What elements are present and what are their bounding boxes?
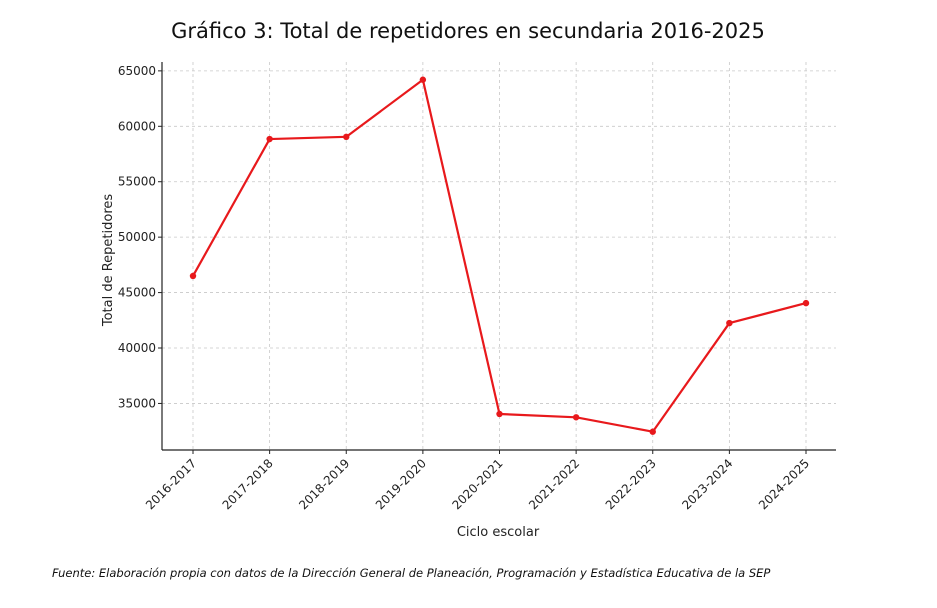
y-tick-label: 60000 <box>118 119 156 133</box>
data-point <box>802 299 810 307</box>
x-tick-label: 2020-2021 <box>449 456 505 512</box>
x-tick-label: 2018-2019 <box>296 456 352 512</box>
data-point <box>649 428 656 435</box>
x-tick-label: 2023-2024 <box>679 456 735 512</box>
data-point <box>189 272 197 280</box>
y-tick-label: 45000 <box>118 286 156 300</box>
y-axis-label: Total de Repetidores <box>101 194 116 328</box>
x-tick-label: 2022-2023 <box>603 456 659 512</box>
data-point <box>726 319 733 327</box>
x-tick-label: 2024-2025 <box>756 456 812 512</box>
series <box>189 76 810 435</box>
x-tick-label: 2019-2020 <box>373 456 429 512</box>
y-tick-label: 55000 <box>118 175 156 189</box>
tick-labels: 35000 40000 45000 50000 55000 60000 65000 2016-… <box>118 64 812 513</box>
y-tick-label: 35000 <box>118 396 156 410</box>
data-point <box>343 133 350 141</box>
y-tick-label: 65000 <box>118 64 156 78</box>
x-axis-label: Ciclo escolar <box>457 525 540 540</box>
source-note: Fuente: Elaboración propia con datos de … <box>52 566 771 580</box>
data-point <box>266 135 273 143</box>
x-tick-label: 2016-2017 <box>143 456 199 512</box>
grid <box>162 62 836 450</box>
data-point <box>572 414 580 421</box>
axes <box>158 62 836 454</box>
data-point <box>496 410 503 418</box>
data-point <box>419 76 427 83</box>
y-tick-label: 50000 <box>118 230 156 244</box>
x-tick-label: 2021-2022 <box>526 456 582 512</box>
x-tick-label: 2017-2018 <box>220 456 276 512</box>
y-tick-label: 40000 <box>118 341 156 355</box>
chart-title: Gráfico 3: Total de repetidores en secun… <box>171 19 765 43</box>
